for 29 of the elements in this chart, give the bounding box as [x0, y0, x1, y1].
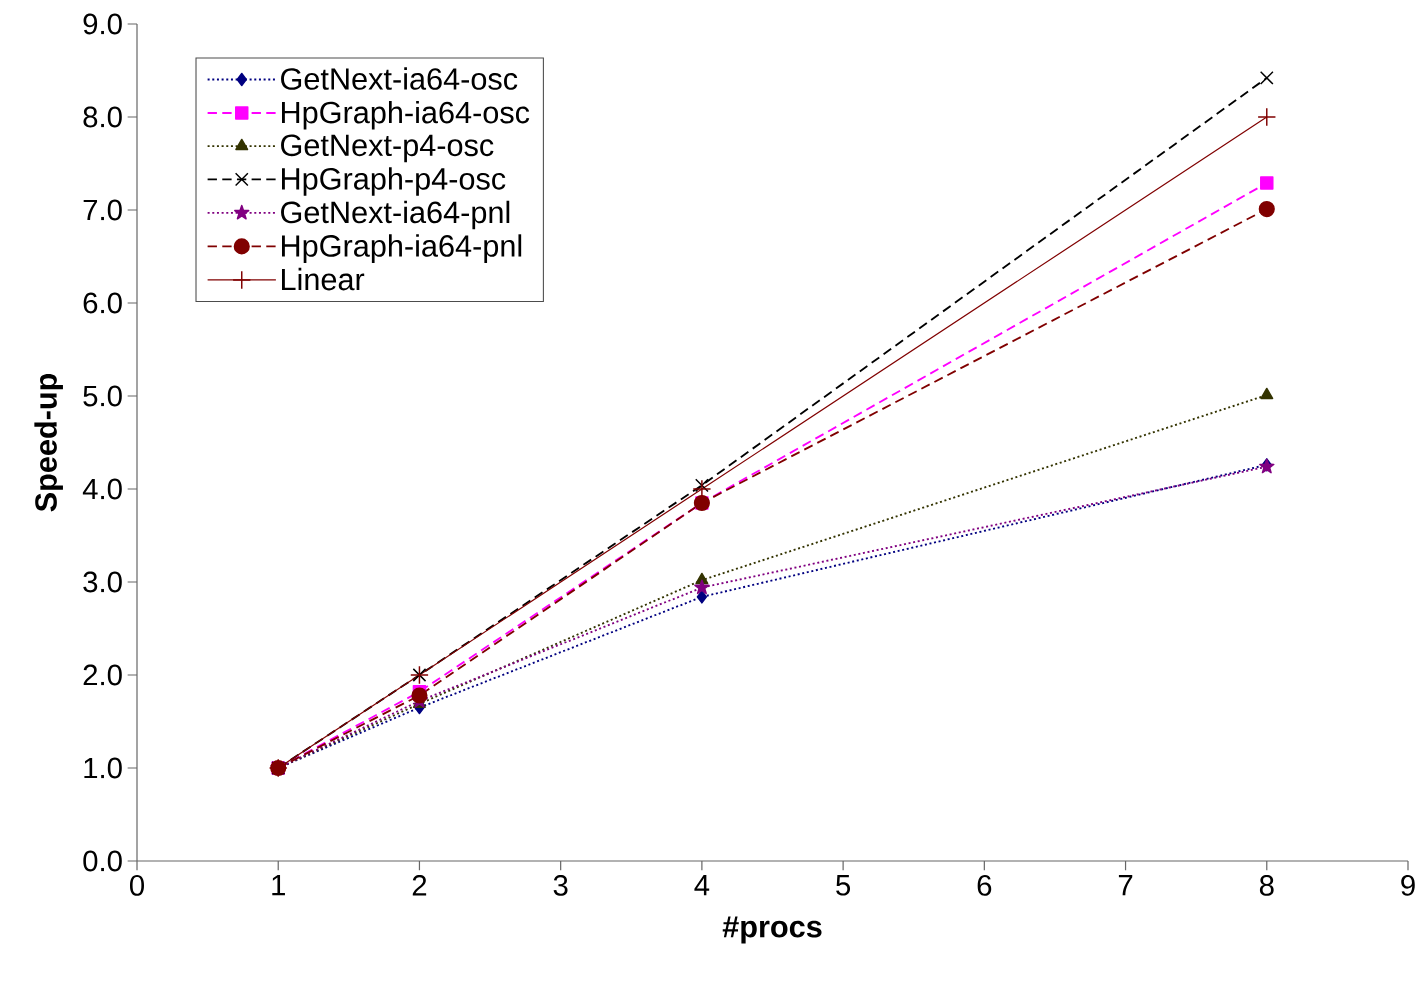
x-tick-label: 5 [836, 875, 851, 896]
legend-label: GetNext-ia64-osc [281, 67, 518, 90]
x-tick-label: 3 [553, 875, 568, 896]
legend-label: Linear [282, 267, 365, 291]
legend-label: HpGraph-ia64-osc [282, 100, 530, 130]
y-tick-label: 7.0 [83, 199, 122, 221]
x-tick-label: 0 [130, 875, 145, 896]
legend-label: GetNext-p4-osc [281, 134, 494, 163]
y-tick-label: 0.0 [83, 850, 122, 872]
y-tick-label: 3.0 [83, 571, 122, 593]
x-tick-label: 1 [272, 875, 285, 896]
x-tick-label: 9 [1401, 875, 1415, 896]
x-tick-label: 7 [1118, 875, 1133, 896]
x-tick-label: 8 [1259, 875, 1274, 896]
x-axis-title: #procs [722, 916, 822, 944]
legend-label: HpGraph-ia64-pnl [282, 234, 522, 263]
y-axis-title: Speed-up [34, 373, 63, 512]
x-tick-label: 2 [412, 875, 427, 896]
y-tick-label: 8.0 [83, 106, 122, 128]
y-tick-label: 4.0 [82, 478, 122, 500]
y-tick-label: 1.0 [84, 757, 122, 779]
y-tick-label: 5.0 [83, 385, 122, 407]
x-tick-label: 4 [694, 875, 710, 896]
legend-label: HpGraph-p4-osc [282, 167, 506, 196]
legend-label: GetNext-ia64-pnl [281, 200, 510, 230]
y-tick-label: 6.0 [83, 292, 122, 314]
y-tick-label: 9.0 [83, 13, 122, 35]
y-tick-label: 2.0 [83, 664, 122, 686]
x-tick-label: 6 [977, 875, 992, 896]
